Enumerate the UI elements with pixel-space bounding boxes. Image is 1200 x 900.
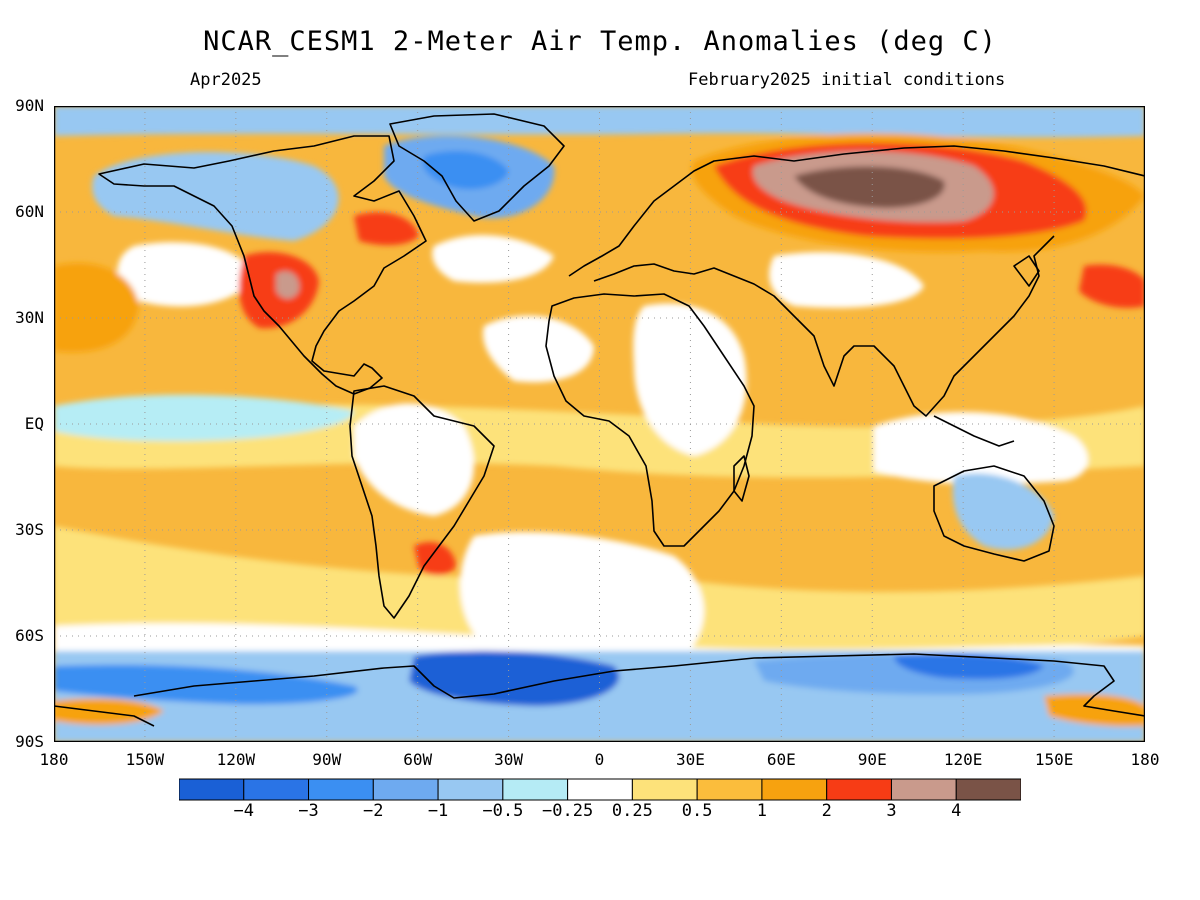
colorbar-swatch [955, 778, 1022, 801]
longitude-label: 90E [857, 750, 887, 769]
longitude-label: 90W [312, 750, 342, 769]
colorbar-swatch [631, 778, 698, 801]
latitude-label: 30S [15, 520, 44, 539]
colorbar-label: −2 [363, 801, 384, 821]
colorbar-label: 0.5 [681, 801, 713, 821]
colorbar-swatch [502, 778, 569, 801]
longitude-label: 60W [403, 750, 433, 769]
latitude-label: 60N [15, 202, 44, 221]
map-title: NCAR_CESM1 2-Meter Air Temp. Anomalies (… [203, 26, 997, 57]
colorbar-label: 3 [886, 801, 897, 821]
colorbar-label: −3 [298, 801, 319, 821]
colorbar-swatch [178, 778, 245, 801]
latitude-label: 90S [15, 732, 44, 751]
colorbar-swatch [696, 778, 763, 801]
longitude-label: 60E [766, 750, 796, 769]
colorbar-label: −0.5 [482, 801, 524, 821]
lat-lon-grid [54, 106, 1145, 742]
longitude-label: 120W [216, 750, 256, 769]
colorbar-swatch [243, 778, 310, 801]
colorbar-swatch [437, 778, 504, 801]
colorbar-label: 2 [821, 801, 832, 821]
longitude-label: 150W [125, 750, 165, 769]
longitude-label: 120E [943, 750, 983, 769]
colorbar-swatch [372, 778, 439, 801]
latitude-label: EQ [24, 414, 44, 433]
initial-conditions: February2025 initial conditions [688, 70, 1006, 90]
longitude-label: 180 [1130, 750, 1160, 769]
colorbar-swatch [761, 778, 828, 801]
anomaly-map [53, 105, 1146, 743]
colorbar-label: 0.25 [611, 801, 653, 821]
colorbar-label: −1 [427, 801, 449, 821]
colorbar [178, 778, 1022, 806]
latitude-label: 90N [15, 96, 44, 115]
longitude-label: 30W [494, 750, 524, 769]
longitude-label: 180 [39, 750, 69, 769]
colorbar-label: 4 [951, 801, 962, 821]
colorbar-swatch [567, 778, 633, 801]
colorbar-swatch [890, 778, 957, 801]
valid-month: Apr2025 [190, 70, 262, 90]
longitude-label: 30E [675, 750, 705, 769]
map-frame [53, 105, 1146, 743]
longitude-label: 0 [594, 750, 605, 769]
colorbar-label: −4 [233, 801, 254, 821]
colorbar-swatches [178, 778, 1022, 801]
longitude-label: 150E [1034, 750, 1074, 769]
coastlines [54, 113, 1145, 727]
map-border [53, 105, 1146, 743]
colorbar-label: 1 [756, 801, 768, 821]
colorbar-swatch [826, 778, 892, 801]
latitude-label: 60S [15, 626, 44, 645]
colorbar-label: −0.25 [542, 801, 594, 821]
colorbar-swatch [308, 778, 374, 801]
latitude-label: 30N [15, 308, 44, 327]
